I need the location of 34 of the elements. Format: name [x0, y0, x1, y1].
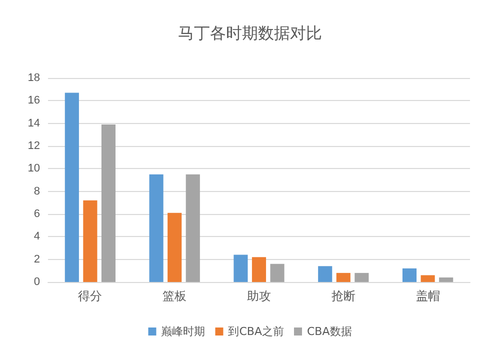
y-tick-label: 14 — [28, 117, 40, 130]
x-tick-label: 助攻 — [247, 289, 271, 303]
y-tick-label: 12 — [28, 140, 40, 152]
bar — [354, 272, 369, 282]
bar — [64, 92, 79, 282]
y-tick-label: 0 — [34, 276, 40, 288]
bar — [402, 268, 417, 282]
bar — [318, 266, 332, 282]
bar — [420, 275, 435, 282]
y-tick-label: 2 — [34, 253, 40, 266]
legend-label: CBA数据 — [307, 325, 352, 338]
y-tick-label: 10 — [28, 162, 40, 175]
x-tick-label: 篮板 — [162, 289, 187, 303]
bar — [168, 212, 182, 282]
y-tick-label: 16 — [28, 94, 40, 107]
y-tick-label: 4 — [34, 230, 40, 243]
y-tick-label: 6 — [34, 208, 40, 220]
chart-title: 马丁各时期数据对比 — [178, 24, 322, 42]
bar — [252, 257, 266, 282]
x-tick-label: 抢断 — [331, 289, 356, 303]
bar — [439, 277, 454, 282]
bar — [234, 254, 248, 282]
x-tick-label: 盖帽 — [416, 289, 440, 303]
legend-label: 巅峰时期 — [161, 325, 206, 338]
bar — [186, 174, 200, 282]
legend-label: 到CBA之前 — [228, 325, 284, 338]
bar — [336, 272, 350, 282]
bar — [149, 174, 164, 282]
x-tick-label: 得分 — [78, 289, 102, 303]
bar — [101, 124, 116, 282]
bar — [270, 264, 284, 282]
bar — [83, 200, 98, 282]
y-tick-label: 8 — [34, 185, 40, 198]
y-tick-label: 18 — [28, 72, 40, 84]
